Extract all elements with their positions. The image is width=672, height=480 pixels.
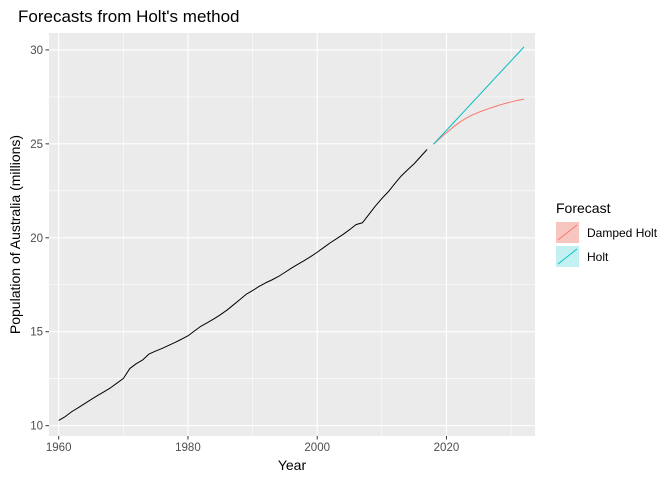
x-tick-label: 1960 (46, 442, 72, 454)
y-tick-label: 15 (30, 327, 43, 339)
y-axis-title: Population of Australia (millions) (7, 135, 23, 334)
legend: Forecast Damped Holt Holt (556, 200, 658, 267)
x-tick-label: 2020 (434, 442, 460, 454)
series-line-holt (433, 46, 525, 145)
chart-title: Forecasts from Holt's method (18, 7, 239, 26)
x-axis-title: Year (278, 457, 307, 473)
legend-line-damped-holt (557, 224, 578, 241)
legend-title: Forecast (556, 200, 611, 216)
y-tick-label: 20 (30, 233, 43, 245)
y-tick-label: 25 (30, 139, 43, 151)
legend-item-holt: Holt (556, 246, 609, 267)
y-tick-label: 10 (30, 421, 43, 433)
series-lines (58, 46, 525, 421)
legend-line-holt (557, 248, 578, 265)
y-tick-label: 30 (30, 45, 43, 57)
x-tick-label: 1980 (175, 442, 201, 454)
legend-label-holt: Holt (587, 250, 609, 264)
plot-panel (49, 33, 535, 436)
x-tick-label: 2000 (304, 442, 330, 454)
grid-lines (49, 33, 535, 436)
legend-label-damped-holt: Damped Holt (587, 226, 658, 240)
axis-ticks: 1960 1980 2000 2020 10 15 20 25 30 (30, 45, 459, 454)
series-line-observed (58, 149, 428, 421)
series-line-damped-holt (433, 98, 525, 145)
legend-item-damped-holt: Damped Holt (556, 222, 658, 243)
